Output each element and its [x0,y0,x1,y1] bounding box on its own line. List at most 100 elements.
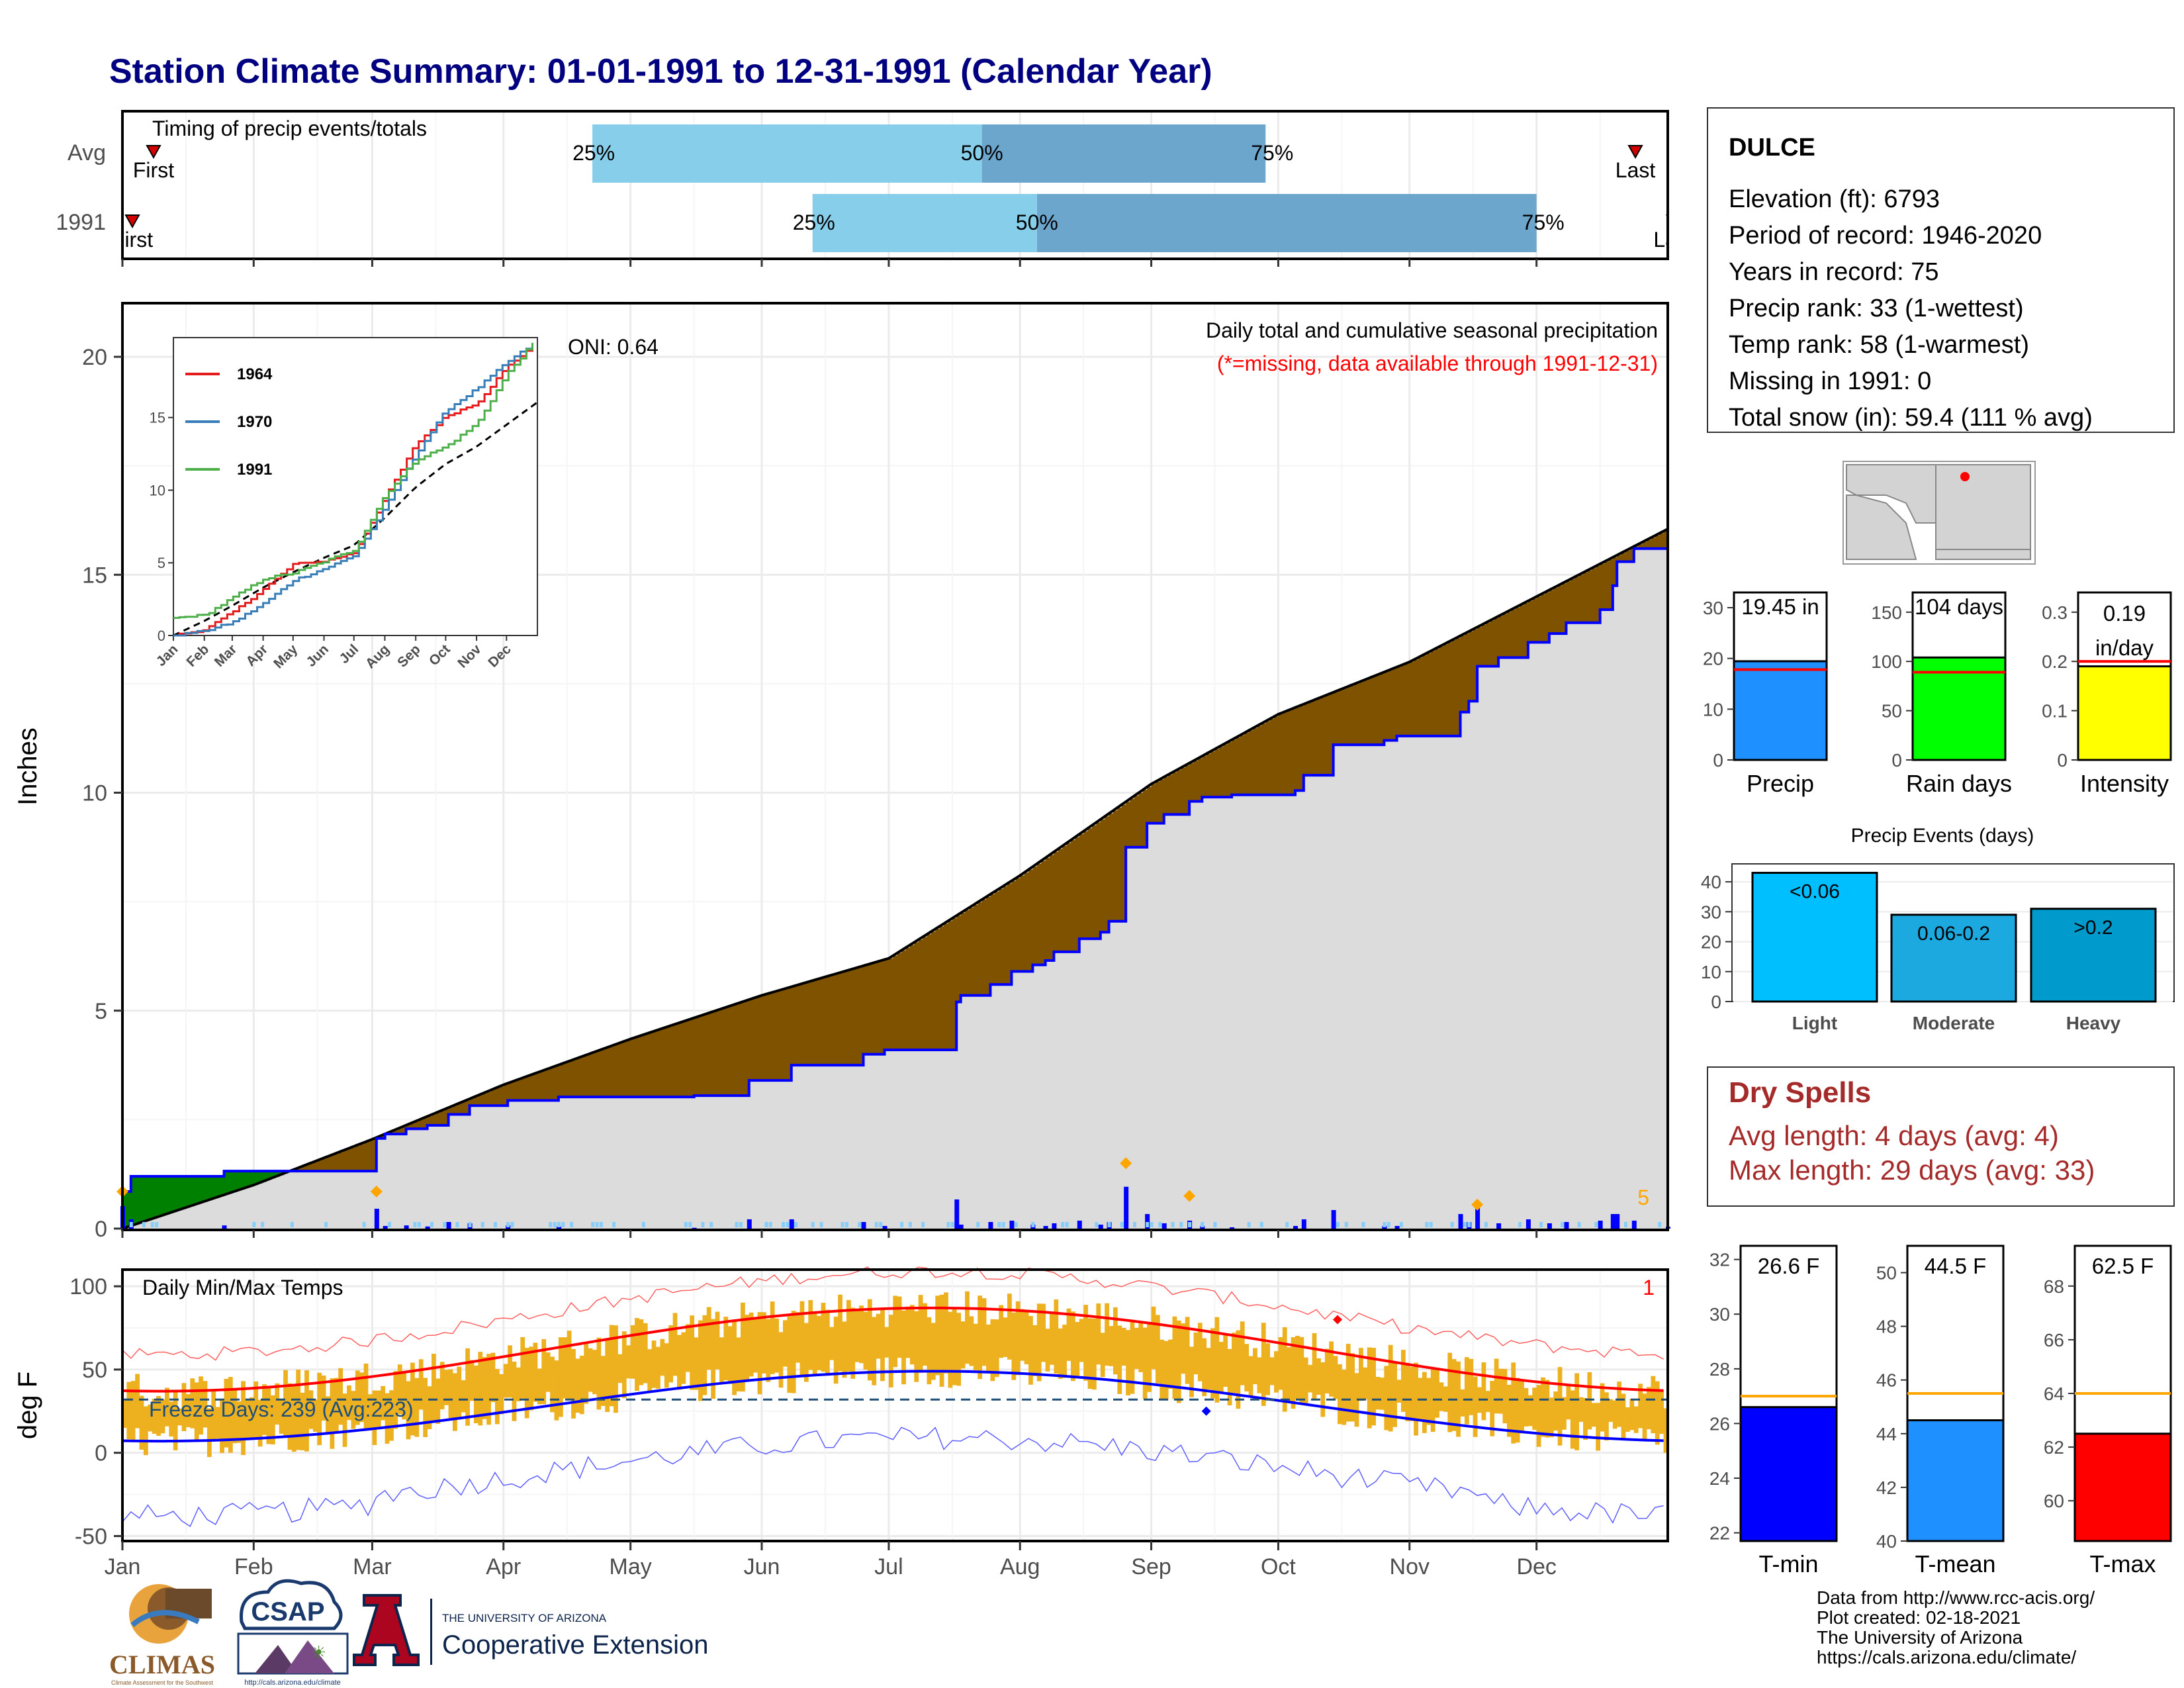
below-avg-fill [1647,539,1652,549]
timing-1991-p25-label: 25% [793,211,835,234]
below-avg-fill [304,1165,310,1172]
daily-temp-bar [363,1363,369,1429]
below-avg-fill [1481,624,1486,667]
trace-precip-mark [688,1222,692,1227]
below-avg-fill [1303,704,1308,776]
below-avg-fill [1430,651,1435,736]
daily-temp-bar [1138,1321,1144,1372]
daily-temp-bar [1570,1390,1575,1449]
daily-temp-bar [1435,1369,1439,1418]
daily-temp-bar [1388,1344,1393,1432]
precip-corner-count: 5 [1637,1186,1649,1209]
daily-temp-bar [347,1385,351,1421]
summary-tick-label: 50 [1882,701,1902,722]
below-avg-fill [702,1015,707,1096]
daily-precip-bar [1052,1223,1057,1229]
events-tick-label: 0 [1711,992,1721,1012]
daily-temp-bar [990,1319,995,1382]
timing-avg-q2-bar [981,124,1266,183]
below-avg-fill [1642,541,1647,549]
summary-tick-label: 30 [1703,598,1723,618]
daily-temp-bar [1058,1328,1063,1379]
below-avg-fill [1545,592,1550,643]
daily-temp-bar [300,1392,305,1450]
daily-temp-bar [719,1337,724,1383]
summary-bar-rain-days [1911,656,2007,761]
trace-precip-mark [430,1222,433,1227]
daily-temp-bar [888,1315,893,1387]
daily-temp-bar [1214,1317,1220,1403]
below-avg-fill [1210,751,1216,798]
daily-temp-bar [1578,1397,1584,1422]
daily-temp-bar [1091,1318,1097,1390]
dry-spells-avg: Avg length: 4 days (avg: 4) [1729,1120,2059,1151]
below-avg-fill [605,1048,610,1098]
below-avg-fill [1011,880,1017,972]
daily-temp-bar [1223,1335,1228,1387]
x-month-label: Dec [1516,1554,1556,1579]
above-avg-fill [135,1176,140,1225]
daily-temp-bar [203,1381,208,1428]
observed-cumulative-line [122,545,1669,1194]
trace-precip-mark [1361,1222,1365,1227]
daily-temp-bar [291,1384,296,1452]
below-avg-fill [884,959,889,1051]
below-avg-fill [1629,548,1635,562]
timing-avg-p50-label: 50% [961,141,1003,165]
trace-precip-mark [599,1222,603,1227]
below-avg-fill [1324,695,1330,776]
daily-temp-bar [1303,1357,1308,1406]
daily-temp-bar [927,1317,932,1385]
below-avg-fill [677,1023,682,1098]
daily-temp-bar [1379,1378,1385,1410]
below-avg-fill [600,1049,606,1098]
daily-temp-bar [304,1370,309,1452]
daily-temp-bar [799,1301,805,1377]
below-avg-fill [1253,728,1258,795]
daily-temp-bar [1142,1327,1148,1399]
daily-temp-bar [918,1295,923,1373]
trace-precip-mark [324,1222,328,1227]
daily-temp-bar [1121,1327,1126,1366]
below-avg-fill [656,1030,661,1098]
daily-temp-bar [702,1315,707,1395]
below-avg-fill [842,972,847,1066]
daily-precip-bar [1525,1219,1531,1229]
below-avg-fill [931,931,936,1051]
below-avg-fill [1485,622,1490,667]
trace-precip-mark [1429,1222,1433,1227]
below-avg-fill [439,1111,445,1125]
daily-temp-bar [1062,1325,1067,1378]
below-avg-fill [867,964,872,1055]
below-avg-fill [1066,843,1071,952]
daily-temp-bar [194,1382,199,1440]
daily-temp-bar [1324,1348,1330,1394]
daily-temp-bar [321,1375,326,1421]
daily-temp-bar [1113,1307,1118,1375]
daily-temp-bar [1189,1346,1194,1397]
daily-temp-bar [1663,1408,1668,1453]
daily-temp-bar [1036,1303,1042,1382]
trace-precip-mark [290,1222,294,1227]
daily-temp-bar [1155,1315,1160,1383]
daily-temp-bar [148,1404,153,1432]
below-avg-fill [1426,653,1432,736]
below-avg-fill [770,992,775,1081]
timing-avg-first-label: First [133,158,174,182]
temp-bar-t-min [1739,1406,1838,1542]
above-avg-fill [177,1176,183,1211]
daily-precip-bar [1043,1225,1048,1229]
daily-temp-bar [317,1372,322,1446]
below-avg-fill [817,979,822,1066]
x-month-label: Jul [874,1554,903,1579]
above-avg-fill [262,1171,267,1182]
above-avg-fill [236,1171,242,1191]
daily-precip-bar [1077,1220,1082,1229]
x-month-label: Jun [744,1554,780,1579]
below-avg-fill [571,1060,576,1098]
daily-temp-bar [1320,1362,1326,1417]
trace-precip-mark [1425,1222,1429,1227]
temp-ytick-label: 100 [69,1274,107,1299]
below-avg-fill [508,1083,513,1101]
